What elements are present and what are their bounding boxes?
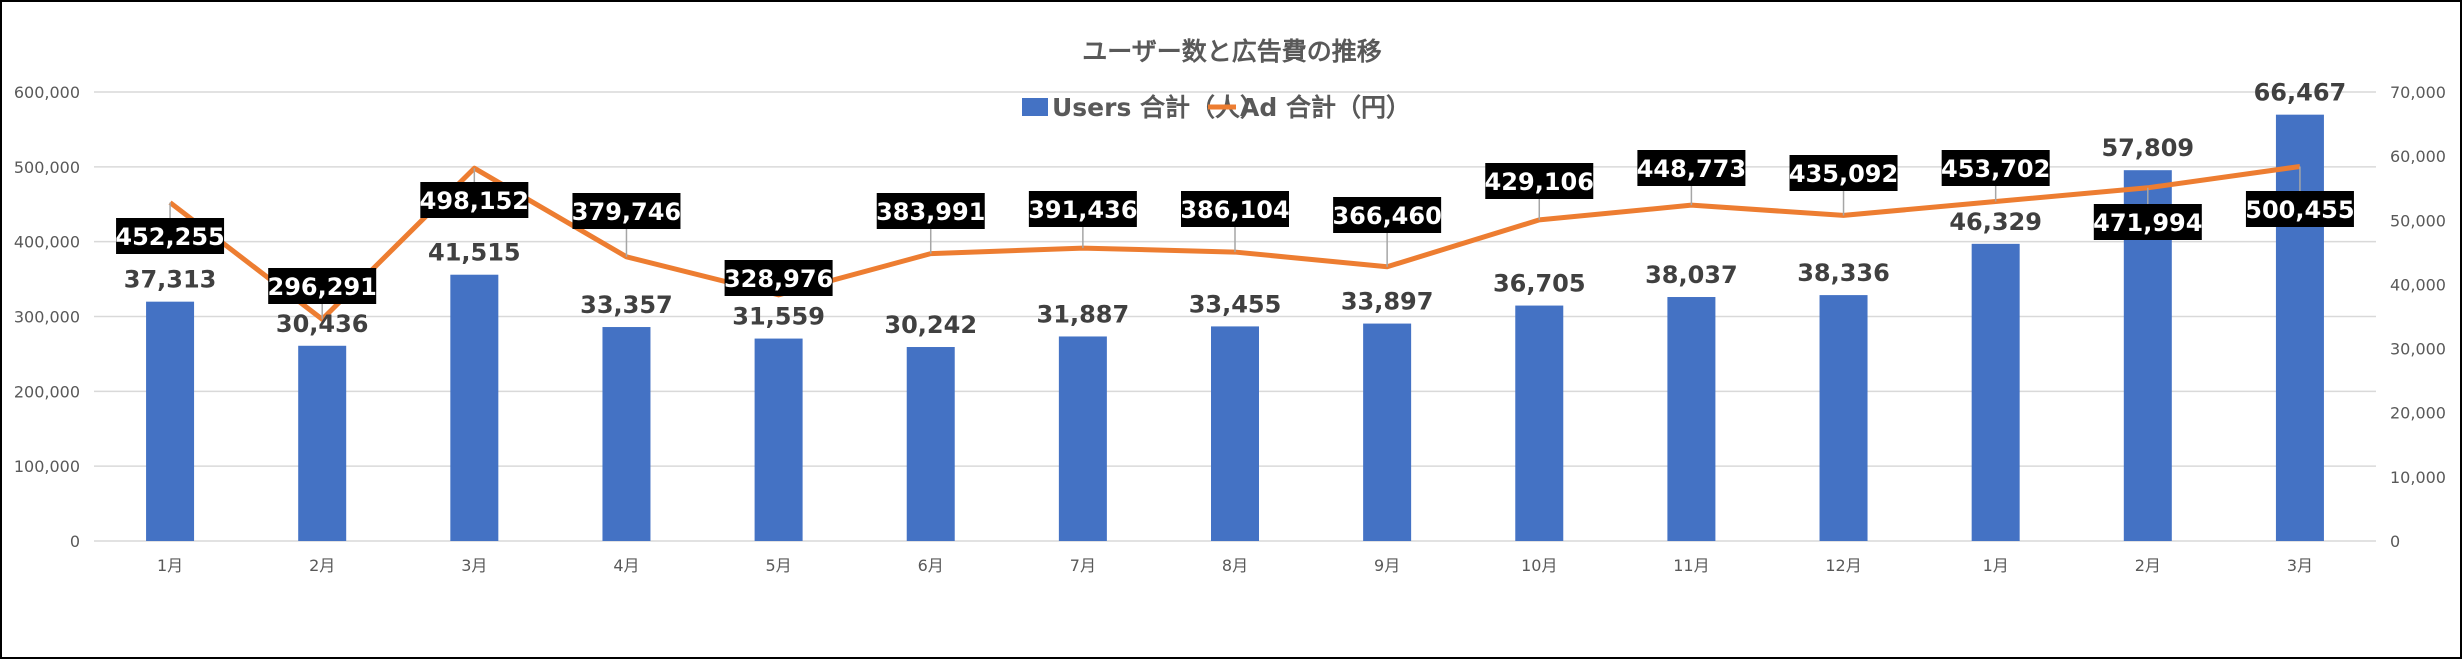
ad-data-label: 366,460 [1332, 202, 1441, 230]
ad-data-label: 379,746 [572, 198, 681, 226]
x-axis-tick: 5月 [766, 556, 792, 575]
users-data-label: 31,887 [1037, 300, 1130, 328]
ad-label-box [116, 218, 225, 254]
users-data-label: 36,705 [1493, 270, 1586, 298]
legend-users-swatch [1022, 98, 1048, 116]
x-axis-tick: 7月 [1070, 556, 1096, 575]
right-axis-tick: 40,000 [2390, 275, 2446, 294]
right-axis-tick: 10,000 [2390, 468, 2446, 487]
ad-data-label: 296,291 [268, 273, 377, 301]
users-data-label: 66,467 [2254, 79, 2347, 107]
ad-data-label: 471,994 [2093, 209, 2202, 237]
left-axis-tick: 600,000 [14, 83, 80, 102]
right-axis-tick: 0 [2390, 532, 2400, 551]
left-axis-tick: 400,000 [14, 233, 80, 252]
ad-data-label: 452,255 [115, 223, 224, 251]
ad-label-box [1333, 197, 1442, 233]
users-bar [1058, 336, 1107, 541]
x-axis-tick: 3月 [461, 556, 487, 575]
users-bar [906, 347, 955, 541]
x-axis-tick: 3月 [2287, 556, 2313, 575]
x-axis-tick: 2月 [309, 556, 335, 575]
users-bar [754, 338, 803, 541]
legend: Users 合計（人） Ad 合計（円） [1022, 93, 1411, 122]
x-axis-tick: 9月 [1374, 556, 1400, 575]
right-axis-tick: 60,000 [2390, 147, 2446, 166]
x-axis-tick: 2月 [2135, 556, 2161, 575]
ad-data-label: 429,106 [1485, 168, 1594, 196]
users-bar [1819, 295, 1868, 541]
users-data-label: 33,357 [580, 291, 673, 319]
x-axis-tick: 8月 [1222, 556, 1248, 575]
users-bar [1515, 305, 1564, 541]
users-bar [1667, 297, 1716, 541]
users-data-label: 41,515 [428, 239, 521, 267]
ad-data-label: 435,092 [1789, 160, 1898, 188]
users-data-label: 30,242 [884, 311, 977, 339]
ad-label-box [1941, 150, 2050, 186]
ad-data-label: 328,976 [724, 265, 833, 293]
x-axis-tick: 4月 [613, 556, 639, 575]
left-axis-tick: 100,000 [14, 457, 80, 476]
users-bar [298, 345, 347, 541]
left-axis-tick: 500,000 [14, 158, 80, 177]
left-axis-tick: 0 [70, 532, 80, 551]
x-axis-tick: 6月 [918, 556, 944, 575]
ad-label-box [268, 268, 377, 304]
ad-label-box [1485, 163, 1594, 199]
ad-label-box [1637, 150, 1746, 186]
x-axis-tick: 1月 [1983, 556, 2009, 575]
legend-ad-label: Ad 合計（円） [1240, 93, 1411, 122]
ad-label-box [1789, 155, 1898, 191]
ad-data-label: 448,773 [1637, 155, 1746, 183]
right-axis-tick: 30,000 [2390, 340, 2446, 359]
ad-label-box [2245, 191, 2354, 227]
users-data-label: 38,037 [1645, 261, 1738, 289]
ad-label-box [1181, 191, 1289, 227]
ad-data-label: 391,436 [1028, 196, 1137, 224]
ad-label-box [572, 193, 681, 229]
ad-data-label: 500,455 [2245, 196, 2354, 224]
users-bar [1971, 243, 2020, 541]
x-axis-tick: 11月 [1673, 556, 1709, 575]
users-bar [450, 274, 499, 541]
right-axis-tick: 20,000 [2390, 404, 2446, 423]
ad-label-box [2093, 204, 2202, 240]
users-bar [1211, 326, 1259, 541]
x-axis-tick: 1月 [157, 556, 183, 575]
x-axis-tick: 12月 [1825, 556, 1861, 575]
users-data-label: 37,313 [124, 266, 217, 294]
users-data-label: 38,336 [1797, 259, 1890, 287]
ad-data-label: 386,104 [1180, 196, 1289, 224]
right-axis-tick: 50,000 [2390, 211, 2446, 230]
users-bar [146, 301, 195, 541]
users-data-label: 46,329 [1949, 208, 2042, 236]
ad-label-box [724, 260, 833, 296]
ad-data-label: 453,702 [1941, 155, 2050, 183]
users-data-label: 33,455 [1189, 290, 1282, 318]
x-axis-tick: 10月 [1521, 556, 1557, 575]
ad-label-box [876, 193, 985, 229]
ad-data-label: 383,991 [876, 198, 985, 226]
users-bar [1363, 323, 1412, 541]
users-data-label: 57,809 [2101, 134, 2194, 162]
users-bar [602, 327, 651, 541]
left-axis-tick: 300,000 [14, 308, 80, 327]
left-axis-tick: 200,000 [14, 382, 80, 401]
right-axis-tick: 70,000 [2390, 83, 2446, 102]
ad-data-label: 498,152 [420, 187, 529, 215]
ad-label-box [420, 182, 529, 218]
chart-title: ユーザー数と広告費の推移 [1082, 37, 1382, 66]
ad-label-box [1028, 191, 1137, 227]
users-data-label: 31,559 [732, 303, 825, 331]
users-data-label: 33,897 [1341, 288, 1434, 316]
